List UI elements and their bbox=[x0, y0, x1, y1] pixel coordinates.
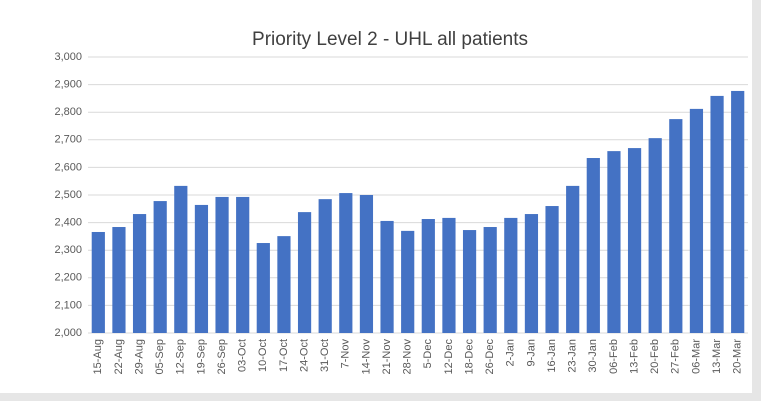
x-tick-label: 12-Dec bbox=[443, 339, 455, 375]
x-tick-label: 24-Oct bbox=[298, 339, 310, 372]
y-tick-label: 2,600 bbox=[54, 161, 82, 173]
bar bbox=[256, 243, 270, 333]
bar bbox=[669, 119, 683, 333]
x-tick-label: 29-Aug bbox=[133, 339, 145, 374]
x-tick-label: 03-Oct bbox=[237, 339, 249, 372]
y-tick-label: 2,000 bbox=[54, 327, 82, 339]
bar bbox=[112, 227, 126, 333]
x-tick-label: 06-Feb bbox=[608, 339, 620, 374]
bar bbox=[153, 201, 167, 333]
bar bbox=[710, 95, 724, 333]
bar bbox=[731, 90, 745, 333]
x-tick-label: 10-Oct bbox=[257, 339, 269, 372]
x-tick-label: 26-Dec bbox=[484, 339, 496, 375]
x-tick-label: 18-Dec bbox=[463, 339, 475, 375]
bar bbox=[91, 231, 105, 333]
y-tick-label: 2,500 bbox=[54, 189, 82, 201]
bar bbox=[421, 219, 435, 333]
x-tick-label: 9-Jan bbox=[525, 339, 537, 367]
x-tick-label: 13-Feb bbox=[628, 339, 640, 374]
chart-title: Priority Level 2 - UHL all patients bbox=[252, 29, 528, 50]
x-tick-label: 22-Aug bbox=[113, 339, 125, 374]
bar bbox=[380, 220, 394, 333]
y-tick-label: 2,900 bbox=[54, 79, 82, 91]
bar bbox=[607, 151, 621, 333]
bar bbox=[401, 230, 415, 333]
x-tick-label: 28-Nov bbox=[402, 339, 414, 375]
bar bbox=[277, 236, 291, 333]
x-tick-label: 7-Nov bbox=[340, 339, 352, 369]
bar bbox=[236, 196, 250, 333]
x-tick-label: 17-Oct bbox=[278, 339, 290, 372]
bar bbox=[483, 227, 497, 333]
x-tick-label: 14-Nov bbox=[360, 339, 372, 375]
x-tick-label: 05-Sep bbox=[154, 339, 166, 374]
x-tick-label: 2-Jan bbox=[505, 339, 517, 367]
bar bbox=[524, 214, 539, 333]
x-tick-label: 31-Oct bbox=[319, 339, 331, 372]
x-tick-label: 20-Mar bbox=[732, 339, 744, 374]
bar bbox=[627, 148, 642, 333]
x-tick-label: 5-Dec bbox=[422, 339, 434, 369]
x-tick-label: 21-Nov bbox=[381, 339, 393, 375]
x-tick-label: 26-Sep bbox=[216, 339, 228, 374]
bar bbox=[174, 185, 188, 333]
bar bbox=[194, 204, 209, 333]
x-tick-label: 30-Jan bbox=[587, 339, 599, 373]
x-tick-label: 15-Aug bbox=[92, 339, 104, 374]
bar bbox=[442, 217, 456, 333]
y-tick-label: 2,100 bbox=[54, 299, 82, 311]
y-tick-label: 2,300 bbox=[54, 244, 82, 256]
bar bbox=[689, 108, 704, 333]
bar bbox=[462, 230, 477, 333]
x-tick-label: 27-Feb bbox=[670, 339, 682, 374]
bar bbox=[566, 185, 580, 333]
x-tick-label: 23-Jan bbox=[567, 339, 579, 373]
y-tick-label: 2,400 bbox=[54, 217, 82, 229]
x-tick-label: 20-Feb bbox=[649, 339, 661, 374]
y-tick-label: 3,000 bbox=[54, 51, 82, 63]
bar bbox=[359, 195, 374, 333]
bar bbox=[545, 206, 559, 333]
bar bbox=[318, 199, 332, 333]
y-tick-label: 2,700 bbox=[54, 134, 82, 146]
bar bbox=[297, 212, 312, 333]
bar bbox=[586, 158, 600, 333]
bar bbox=[215, 196, 229, 333]
x-tick-label: 13-Mar bbox=[711, 339, 723, 374]
x-tick-label: 16-Jan bbox=[546, 339, 558, 373]
bar bbox=[504, 217, 518, 333]
x-tick-label: 12-Sep bbox=[175, 339, 187, 374]
y-tick-label: 2,200 bbox=[54, 272, 82, 284]
x-tick-label: 19-Sep bbox=[195, 339, 207, 374]
y-tick-label: 2,800 bbox=[54, 106, 82, 118]
x-tick-label: 06-Mar bbox=[690, 339, 702, 374]
bar bbox=[648, 138, 662, 333]
bar bbox=[339, 193, 353, 333]
bar bbox=[132, 214, 147, 333]
